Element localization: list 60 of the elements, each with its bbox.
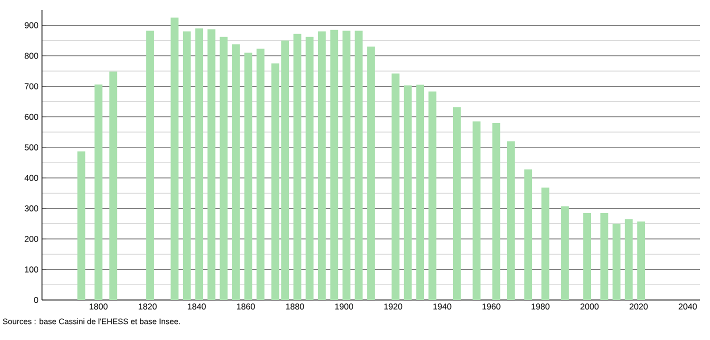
bar xyxy=(220,36,228,300)
bar xyxy=(354,30,363,300)
x-tick-label: 2040 xyxy=(678,304,697,310)
bar xyxy=(77,151,86,300)
y-tick-label: 500 xyxy=(24,144,38,150)
bar xyxy=(306,36,314,300)
bar xyxy=(281,40,289,300)
y-tick-label: 400 xyxy=(24,174,38,181)
bar xyxy=(109,72,118,300)
bar xyxy=(612,224,620,300)
y-tick-label: 100 xyxy=(24,266,38,272)
y-tick-label: 200 xyxy=(24,236,38,242)
bar xyxy=(367,46,375,300)
bar xyxy=(195,28,204,300)
bar xyxy=(330,30,338,300)
y-tick-label: 600 xyxy=(24,114,38,120)
bar xyxy=(561,206,569,300)
bar xyxy=(146,30,154,300)
x-tick-label: 1820 xyxy=(138,304,157,310)
bar xyxy=(318,31,326,300)
x-tick-label: 1880 xyxy=(286,304,304,310)
x-tick-label: 1900 xyxy=(335,304,354,310)
bar xyxy=(170,18,179,300)
bar xyxy=(271,63,280,300)
bar xyxy=(232,44,240,300)
x-tick-label: 1940 xyxy=(433,304,452,310)
x-tick-label: 1920 xyxy=(384,304,402,310)
x-tick-label: 1840 xyxy=(188,304,206,310)
x-tick-label: 2020 xyxy=(630,304,648,310)
bar xyxy=(507,141,515,300)
y-tick-label: 300 xyxy=(24,205,38,212)
bar xyxy=(524,169,532,300)
bar xyxy=(256,48,264,300)
bar xyxy=(342,30,350,300)
bar xyxy=(416,84,424,300)
x-tick-label: 1800 xyxy=(90,304,108,310)
bar xyxy=(94,84,102,300)
x-tick-label: 1960 xyxy=(482,304,500,310)
bar xyxy=(583,213,591,300)
y-tick-label: 900 xyxy=(24,22,38,28)
bar xyxy=(244,52,252,300)
bar xyxy=(404,85,412,300)
bar xyxy=(293,34,302,300)
bar xyxy=(207,29,216,300)
bar xyxy=(637,222,646,300)
bar xyxy=(600,213,608,300)
y-tick-label: 700 xyxy=(24,83,38,90)
bar xyxy=(392,74,400,300)
y-tick-label: 800 xyxy=(24,52,38,59)
bar xyxy=(428,92,436,300)
bar xyxy=(492,122,500,300)
x-tick-label: 1980 xyxy=(532,304,550,310)
x-tick-label: 2000 xyxy=(580,304,599,310)
bar xyxy=(541,188,550,300)
bar xyxy=(453,107,461,300)
bar xyxy=(624,219,633,300)
bar xyxy=(182,31,191,300)
bar xyxy=(472,121,481,300)
x-tick-label: 1860 xyxy=(237,304,255,310)
y-tick-label: 0 xyxy=(34,297,38,303)
